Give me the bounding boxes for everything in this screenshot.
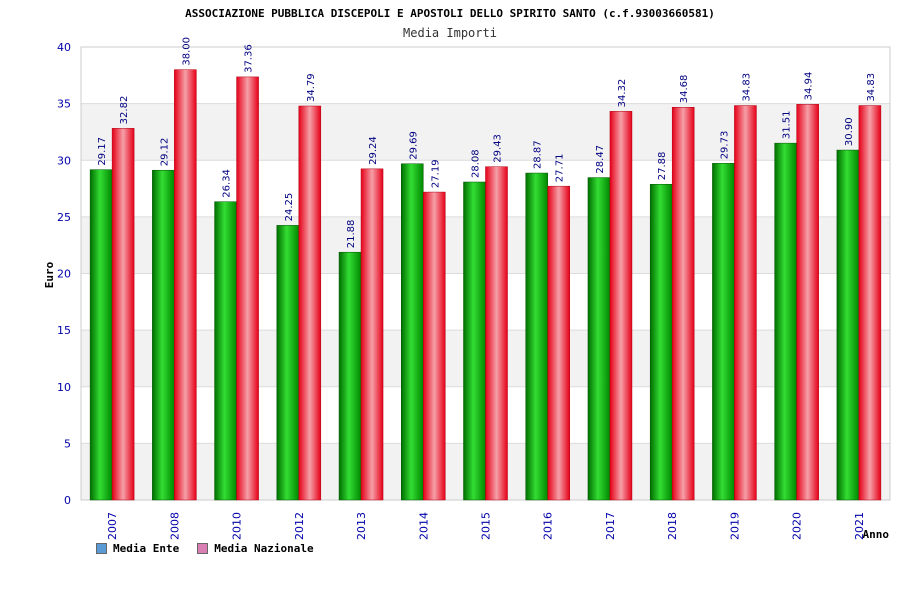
y-tick-label: 0 [64, 494, 71, 507]
bar-media-nazionale [111, 128, 135, 501]
data-label: 21.88 [346, 220, 357, 249]
data-label: 34.68 [679, 75, 690, 104]
data-label: 29.73 [719, 131, 730, 160]
x-tick-label: 2013 [355, 512, 368, 540]
y-axis-ticks: 0 5 10 15 20 25 30 35 40 [57, 41, 71, 507]
data-label: 27.71 [555, 154, 566, 183]
y-tick-label: 30 [57, 154, 71, 167]
bar-media-ente [774, 142, 797, 501]
bar-media-ente [89, 169, 113, 501]
legend-swatch-media-nazionale [197, 543, 209, 554]
data-label: 34.83 [741, 73, 752, 102]
bar-media-nazionale [734, 105, 757, 501]
data-label: 29.17 [97, 137, 108, 166]
bar-media-nazionale [485, 166, 508, 501]
data-label: 31.51 [782, 111, 793, 140]
legend-label-media-nazionale: Media Nazionale [214, 542, 314, 555]
data-label: 34.83 [866, 73, 877, 102]
bar-media-ente [152, 169, 175, 501]
y-axis-label: Euro [43, 261, 56, 288]
x-tick-label: 2018 [666, 512, 679, 540]
data-label: 30.90 [844, 117, 855, 146]
legend-label-media-ente: Media Ente [113, 542, 180, 555]
legend-swatch-media-ente [96, 543, 107, 554]
bar-media-nazionale [236, 76, 259, 501]
bars [89, 69, 882, 501]
data-label: 29.43 [493, 134, 504, 163]
data-label: 27.19 [430, 159, 441, 188]
x-tick-label: 2007 [106, 512, 119, 540]
x-tick-label: 2016 [542, 512, 555, 540]
data-label: 28.87 [533, 140, 544, 169]
y-tick-label: 10 [57, 381, 71, 394]
y-tick-label: 5 [64, 437, 71, 450]
bar-media-ente [276, 225, 300, 501]
data-label: 29.69 [408, 131, 419, 160]
y-tick-label: 20 [57, 268, 71, 281]
y-tick-label: 35 [57, 98, 71, 111]
bar-media-ente [463, 181, 486, 501]
bar-media-nazionale [423, 191, 446, 501]
x-tick-label: 2020 [791, 512, 804, 540]
bar-media-ente [338, 251, 362, 501]
bar-media-nazionale [547, 185, 570, 501]
bar-media-nazionale [298, 105, 322, 501]
bar-media-ente [649, 184, 673, 501]
bar-media-nazionale [796, 104, 819, 501]
bar-media-nazionale [360, 168, 384, 501]
data-label: 34.94 [804, 72, 815, 101]
legend-item-media-nazionale: Media Nazionale [197, 542, 314, 555]
chart-subtitle: Media Importi [403, 26, 497, 40]
plot-band [81, 103, 890, 161]
x-axis-ticks: 2007 2008 2010 2012 2013 2014 2015 2016 2017 2018… [106, 512, 866, 540]
data-label: 28.47 [595, 145, 606, 174]
legend-item-media-ente: Media Ente [96, 542, 179, 555]
data-label: 28.08 [471, 149, 482, 178]
data-label: 29.12 [159, 138, 170, 167]
data-label: 38.00 [181, 37, 192, 66]
bar-media-ente [712, 163, 735, 501]
bar-media-ente [401, 163, 424, 501]
bar-media-nazionale [609, 111, 633, 501]
x-tick-label: 2021 [853, 512, 866, 540]
x-tick-label: 2012 [293, 512, 306, 540]
x-axis-label: Anno [863, 528, 890, 541]
plot-band [81, 47, 890, 104]
bar-media-nazionale [174, 69, 197, 501]
legend: Media Ente Media Nazionale [96, 542, 314, 555]
bar-media-ente [836, 149, 860, 501]
x-tick-label: 2019 [728, 512, 741, 540]
data-label: 34.32 [617, 79, 628, 108]
data-label: 29.24 [368, 136, 379, 165]
x-tick-label: 2014 [417, 512, 430, 540]
data-label: 34.79 [306, 73, 317, 102]
y-tick-label: 25 [57, 211, 71, 224]
chart-title: ASSOCIAZIONE PUBBLICA DISCEPOLI E APOSTO… [185, 7, 715, 20]
y-tick-label: 40 [57, 41, 71, 54]
x-tick-label: 2010 [231, 512, 244, 540]
data-label: 27.88 [657, 152, 668, 181]
y-tick-label: 15 [57, 324, 71, 337]
bar-media-nazionale [671, 106, 695, 501]
bar-media-ente [525, 172, 548, 501]
x-tick-label: 2015 [480, 512, 493, 540]
data-label: 37.36 [244, 44, 255, 73]
data-label: 26.34 [222, 169, 233, 198]
bar-media-ente [587, 177, 611, 501]
data-labels: 29.17 32.82 29.12 38.00 26.34 37.36 24.25 34.79… [97, 37, 877, 248]
bar-media-ente [214, 201, 237, 501]
data-label: 32.82 [119, 96, 130, 125]
bar-media-nazionale [858, 105, 882, 501]
x-tick-label: 2008 [168, 512, 181, 540]
x-tick-label: 2017 [604, 512, 617, 540]
data-label: 24.25 [284, 193, 295, 222]
